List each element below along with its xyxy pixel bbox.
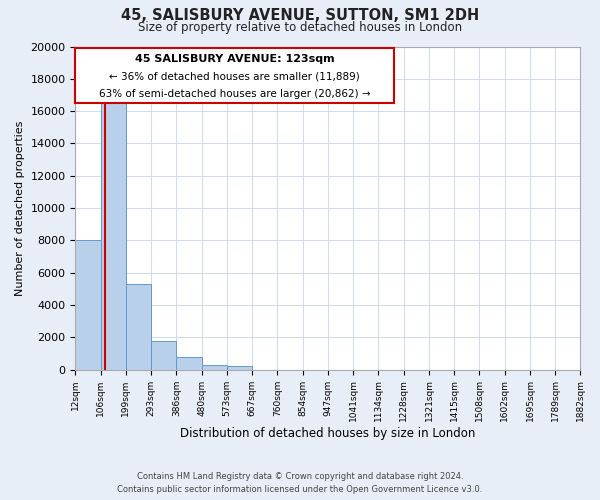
Text: 45, SALISBURY AVENUE, SUTTON, SM1 2DH: 45, SALISBURY AVENUE, SUTTON, SM1 2DH [121, 8, 479, 22]
Y-axis label: Number of detached properties: Number of detached properties [15, 120, 25, 296]
Bar [151, 340, 176, 370]
Bar [227, 366, 253, 370]
Bar [76, 240, 101, 370]
Text: Contains HM Land Registry data © Crown copyright and database right 2024.
Contai: Contains HM Land Registry data © Crown c… [118, 472, 482, 494]
Bar [126, 284, 151, 370]
Bar [101, 102, 126, 370]
Text: Size of property relative to detached houses in London: Size of property relative to detached ho… [138, 21, 462, 34]
Bar [176, 358, 202, 370]
Bar [202, 365, 227, 370]
X-axis label: Distribution of detached houses by size in London: Distribution of detached houses by size … [180, 427, 476, 440]
